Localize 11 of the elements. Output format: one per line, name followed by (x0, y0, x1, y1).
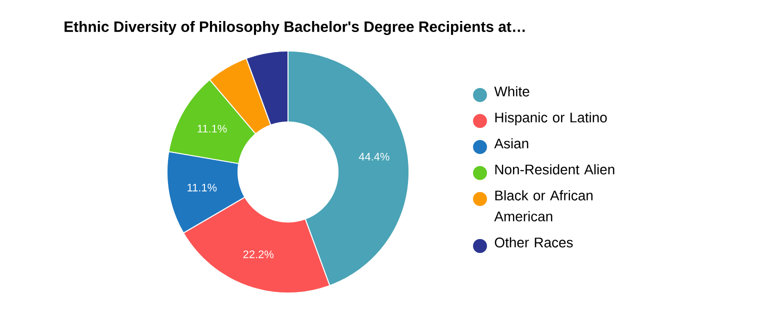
legend-label: Other Races (494, 237, 573, 248)
data-label: 44.4% (358, 152, 390, 161)
data-label: 11.1% (198, 124, 227, 132)
data-label: 11.1% (188, 184, 217, 192)
data-label: 22.2% (243, 250, 274, 258)
chart-title: Ethnic Diversity of Philosophy Bachelor's Degree Recipients at… (64, 21, 525, 35)
legend-label: White (494, 86, 530, 96)
legend-label: Non-Resident Alien (495, 164, 614, 174)
legend-label: Hispanic or Latino (495, 112, 607, 126)
legend-label: Asian (494, 138, 528, 148)
legend-label: Black or African American (494, 190, 593, 222)
